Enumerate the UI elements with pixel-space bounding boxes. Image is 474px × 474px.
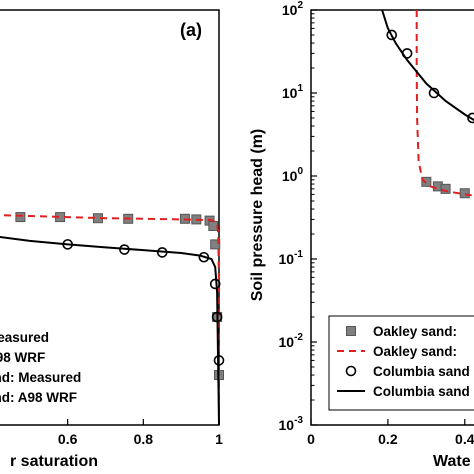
panel-a-series-1-line	[0, 214, 220, 425]
panel-b-legend-2-label: Columbia sand	[373, 364, 470, 379]
panel-b-legend-1-label: Oakley sand:	[373, 344, 457, 359]
panel-a-legend-label-1: A98 WRF	[0, 350, 45, 365]
panel-a: (a) r saturation 0.6 0.8 1 Measured A98 WRF a…	[0, 9, 225, 470]
panel-b-series-2-point-3	[467, 112, 474, 124]
panel-b-y-tick-label-4: 101	[282, 83, 304, 101]
panel-a-x-tick-label-2: 1	[215, 431, 223, 447]
panel-b-series-2-point-2	[428, 87, 440, 99]
panel-b-series-0-point-2	[440, 183, 451, 194]
panel-a-legend-label-3: and: A98 WRF	[0, 390, 77, 405]
panel-b-y-tick-label-1: 10-2	[279, 332, 304, 350]
panel-b-x-tick-label-1: 0.2	[378, 431, 398, 447]
panel-b-y-tick-label-2: 10-1	[279, 249, 304, 267]
panel-a-legend-label-2: and: Measured	[0, 370, 81, 385]
panel-b-legend-2-marker	[345, 365, 357, 377]
panel-b-x-tick-label-0: 0	[307, 431, 315, 447]
panel-a-x-tick-label-1: 0.8	[134, 431, 154, 447]
panel-a-tag: (a)	[180, 20, 202, 40]
panel-a-xlabel: r saturation	[10, 453, 98, 470]
panel-b-legend-0-label: Oakley sand:	[373, 324, 457, 339]
panel-b-xlabel: Wate	[433, 453, 471, 470]
panel-b-x-tick-label-2: 0.4	[455, 431, 474, 447]
panel-a-x-tick-label-0: 0.6	[58, 431, 78, 447]
panel-a-legend-label-0: Measured	[0, 330, 49, 345]
panel-b-series-0-point-3	[459, 188, 470, 199]
panel-b-legend-3-label: Columbia sand	[373, 384, 470, 399]
panel-b-frame	[310, 9, 474, 426]
panel-b-y-tick-label-0: 10-3	[279, 415, 304, 433]
panel-a-frame	[0, 9, 220, 426]
panel-b-ylabel: Soil pressure head (m)	[249, 129, 266, 302]
panel-b-series-2-point-0	[386, 29, 398, 41]
panel-b-y-tick-label-3: 100	[282, 166, 304, 184]
panel-a-series-0-point-8	[210, 239, 221, 250]
panel-a-series-3-line	[0, 235, 220, 426]
panel-b: Wate Soil pressure head (m) 10-3 10-2 10-1…	[249, 0, 474, 470]
panel-b-series-1-line	[415, 10, 474, 197]
panel-a-series-0-point-0	[15, 212, 26, 223]
panel-b-series-3-line	[381, 9, 474, 122]
panel-b-legend-0-marker	[346, 326, 356, 336]
panel-b-y-tick-label-5: 102	[282, 0, 304, 18]
